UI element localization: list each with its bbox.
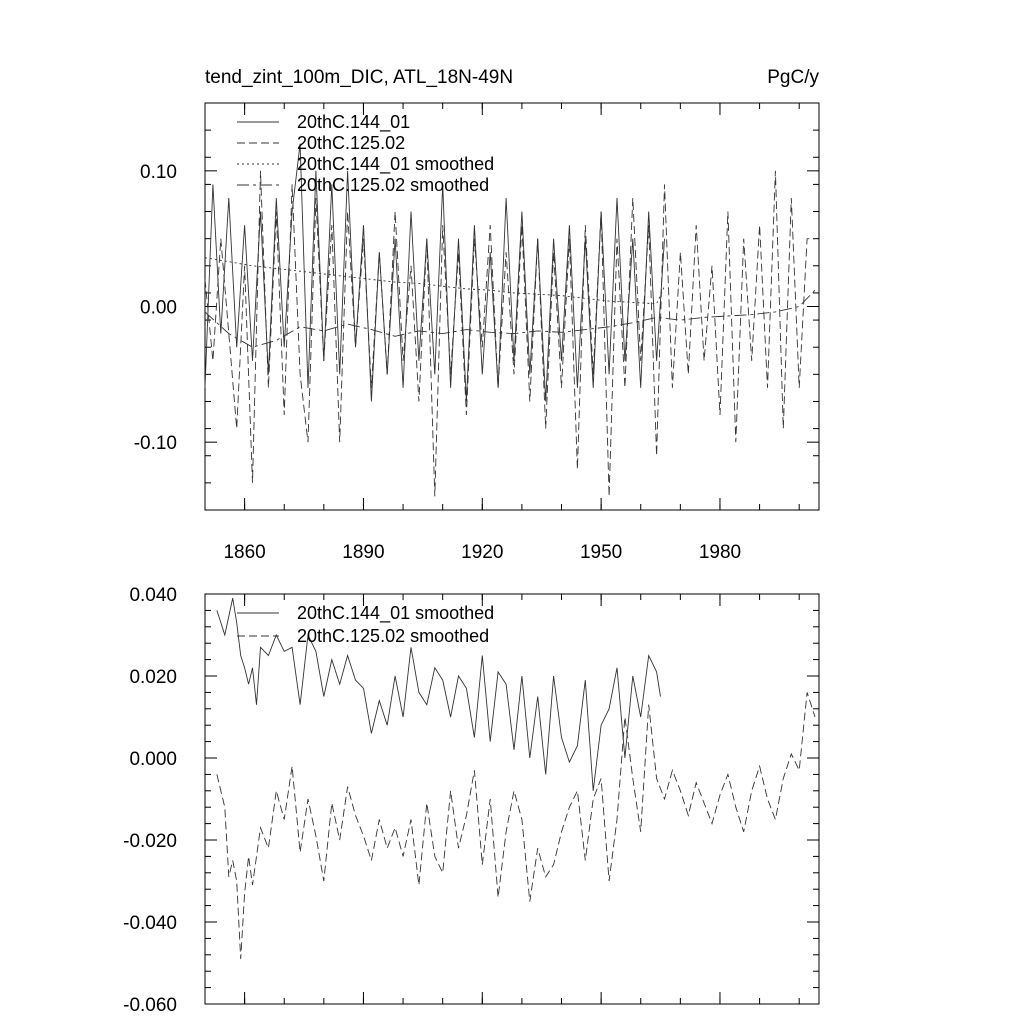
y-tick-label: 0.00 (140, 298, 177, 319)
bottom-series-group (216, 598, 816, 959)
top-units: PgC/y (767, 67, 819, 88)
series-line-2 (216, 692, 816, 959)
legend-label: 20thC.125.02 smoothed (297, 175, 489, 195)
series-line-3 (204, 257, 665, 305)
top-panel: tend_zint_100m_DIC, ATL_18N-49N PgC/y 0.… (134, 67, 820, 563)
bottom-plot-frame (204, 593, 820, 1005)
x-tick-label: 1860 (223, 542, 265, 563)
y-tick-label: -0.060 (123, 995, 177, 1016)
legend-label: 20thC.125.02 (297, 133, 405, 153)
top-title: tend_zint_100m_DIC, ATL_18N-49N (205, 67, 513, 88)
legend-label: 20thC.125.02 smoothed (297, 626, 489, 646)
x-tick-label: 1980 (699, 542, 741, 563)
x-tick-label: 1950 (580, 542, 622, 563)
y-tick-label: 0.10 (140, 162, 177, 183)
y-tick-label: -0.020 (123, 831, 177, 852)
legend-label: 20thC.144_01 (297, 112, 410, 133)
top-axis-ticks: 0.10 0.00 -0.10 1860 1890 1920 1950 1980 (134, 102, 819, 563)
series-line-1 (204, 143, 665, 402)
top-series-group (204, 143, 816, 497)
series-line-2 (204, 170, 815, 497)
legend-label: 20thC.144_01 smoothed (297, 154, 494, 175)
y-tick-label: 0.000 (129, 749, 177, 770)
series-line-4 (204, 289, 816, 348)
y-tick-label: -0.10 (134, 433, 177, 454)
y-tick-label: 0.020 (129, 667, 177, 688)
legend-label: 20thC.144_01 smoothed (297, 603, 494, 624)
bottom-axis-ticks: 0.040 0.020 0.000 -0.020 -0.040 -0.060 (123, 585, 819, 1016)
x-tick-label: 1920 (461, 542, 503, 563)
y-tick-label: -0.040 (123, 913, 177, 934)
bottom-panel: 0.040 0.020 0.000 -0.020 -0.040 -0.060 20thC.… (123, 585, 820, 1016)
series-line-1 (216, 598, 661, 791)
y-tick-label: 0.040 (129, 585, 177, 606)
x-tick-label: 1890 (342, 542, 384, 563)
